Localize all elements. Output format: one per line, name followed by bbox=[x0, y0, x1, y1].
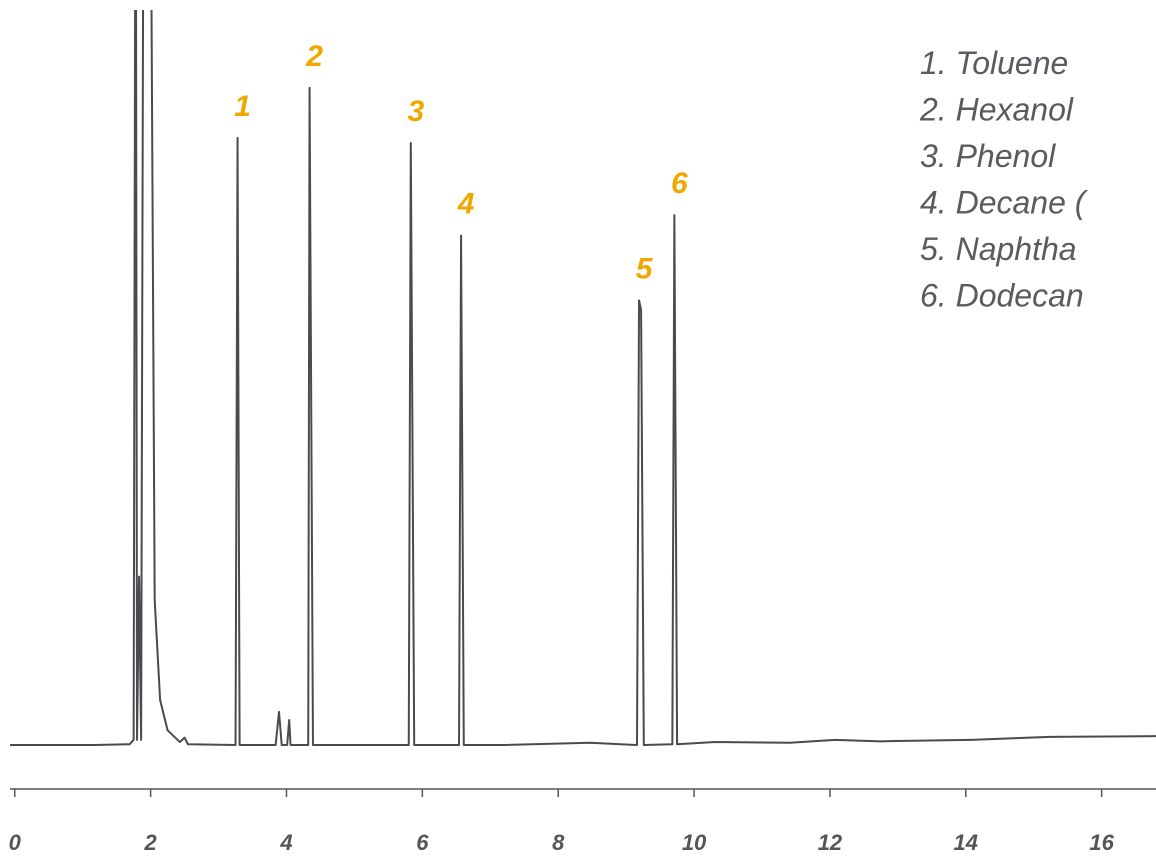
trace bbox=[10, 10, 1156, 746]
peak-label: 6 bbox=[671, 167, 688, 200]
x-tick-label: 6 bbox=[416, 830, 429, 855]
legend-entry: 2. Hexanol bbox=[919, 92, 1074, 128]
peak-label: 4 bbox=[457, 188, 475, 221]
peak-label: 3 bbox=[407, 95, 424, 128]
x-tick-label: 0 bbox=[9, 830, 22, 855]
x-tick-label: 2 bbox=[143, 830, 157, 855]
x-tick-label: 10 bbox=[682, 830, 707, 855]
legend-entry: 5. Naphtha bbox=[920, 231, 1077, 267]
peak-label: 2 bbox=[305, 40, 323, 73]
legend-entry: 1. Toluene bbox=[920, 45, 1068, 81]
peak-label: 5 bbox=[636, 252, 654, 285]
x-tick-label: 8 bbox=[552, 830, 565, 855]
x-tick-label: 16 bbox=[1089, 830, 1114, 855]
x-tick-label: 12 bbox=[818, 830, 843, 855]
legend-entry: 6. Dodecan bbox=[920, 278, 1084, 314]
legend-entry: 3. Phenol bbox=[920, 138, 1056, 174]
peak-label: 1 bbox=[234, 90, 251, 123]
legend-entry: 4. Decane ( bbox=[920, 185, 1089, 221]
x-tick-label: 4 bbox=[279, 830, 292, 855]
x-tick-label: 14 bbox=[954, 830, 978, 855]
